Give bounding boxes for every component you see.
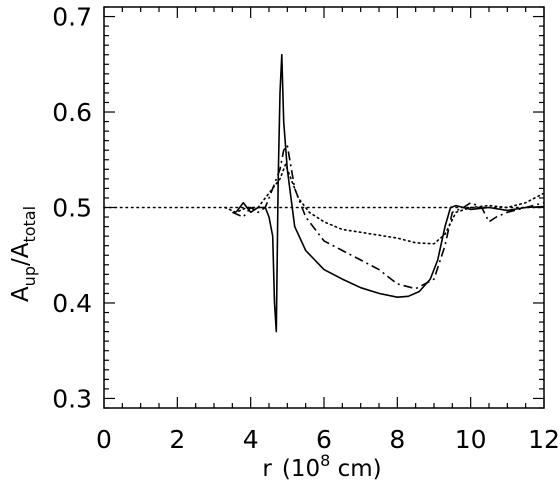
x-tick-label: 2 [169, 425, 185, 454]
x-axis-label: r (108 cm) [262, 451, 381, 482]
x-tick-label: 6 [316, 425, 332, 454]
x-axis-ticks [103, 7, 545, 408]
y-tick-label: 0.4 [52, 289, 92, 318]
x-axis-tick-labels: 0 2 4 6 8 10 12 [96, 425, 560, 454]
y-tick-label: 0.3 [52, 384, 92, 413]
x-tick-label: 8 [389, 425, 405, 454]
y-tick-label: 0.5 [52, 194, 92, 223]
series-line-solid [235, 53, 545, 333]
y-tick-label: 0.6 [52, 98, 92, 127]
y-axis-tick-labels: 0.3 0.4 0.5 0.6 0.7 [52, 3, 92, 414]
x-tick-label: 10 [455, 425, 487, 454]
x-tick-label: 4 [243, 425, 259, 454]
series-group [224, 53, 545, 333]
series-line-dash-dot [231, 144, 545, 290]
series-line-dotted [224, 163, 545, 245]
y-tick-label: 0.7 [52, 3, 92, 32]
x-tick-label: 0 [96, 425, 112, 454]
x-tick-label: 12 [528, 425, 560, 454]
y-axis-label: Aup/Atotal [8, 206, 39, 302]
